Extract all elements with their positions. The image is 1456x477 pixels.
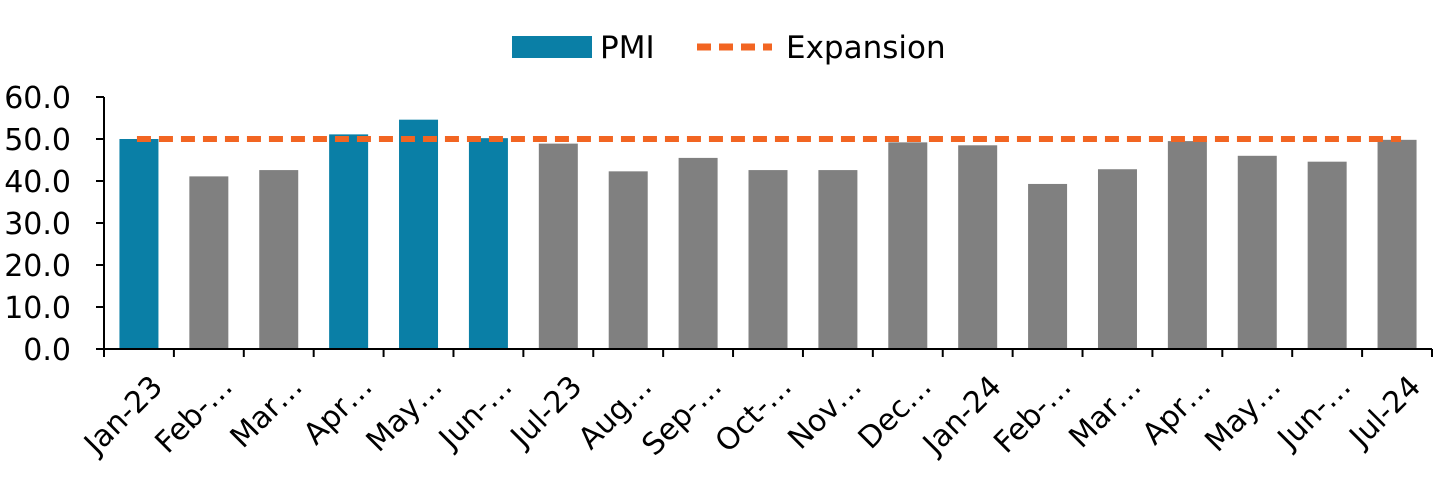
y-tick-label: 40.0 bbox=[4, 165, 71, 200]
legend-label-expansion: Expansion bbox=[786, 30, 946, 66]
y-axis: 0.0 10.0 20.0 30.0 40.0 50.0 60.0 bbox=[4, 81, 105, 368]
x-tick-label: Mar… bbox=[224, 369, 310, 455]
x-tick-label: May… bbox=[360, 369, 450, 459]
x-tick-label: Mar… bbox=[1062, 369, 1148, 455]
y-tick-label: 60.0 bbox=[4, 81, 71, 116]
bar-16 bbox=[1237, 155, 1277, 349]
bar-15 bbox=[1167, 141, 1207, 349]
bar-9 bbox=[748, 170, 788, 349]
x-tick-label: Oct-… bbox=[709, 369, 799, 459]
bar-2 bbox=[259, 170, 299, 349]
legend-swatch-pmi bbox=[512, 36, 592, 58]
bar-3 bbox=[329, 134, 369, 349]
x-tick-label: Jun-… bbox=[1270, 369, 1358, 457]
y-tick-label: 0.0 bbox=[23, 333, 71, 368]
x-tick-label: Jul-24 bbox=[1342, 369, 1428, 455]
bar-18 bbox=[1377, 139, 1417, 349]
bar-6 bbox=[538, 143, 578, 349]
x-tick-label: Jul-23 bbox=[503, 369, 589, 455]
x-tick-label: Jun-… bbox=[431, 369, 519, 457]
y-tick-label: 10.0 bbox=[4, 291, 71, 326]
bar-5 bbox=[468, 138, 508, 349]
x-tick-label: May… bbox=[1198, 369, 1288, 459]
bar-11 bbox=[888, 142, 928, 349]
legend-label-pmi: PMI bbox=[600, 30, 655, 66]
x-tick-label: Sep-… bbox=[635, 369, 729, 463]
x-tick-label: Feb-… bbox=[149, 369, 240, 460]
bar-4 bbox=[399, 119, 439, 350]
bars bbox=[119, 119, 1417, 350]
legend: PMI Expansion bbox=[512, 30, 946, 66]
bar-10 bbox=[818, 170, 858, 349]
bar-17 bbox=[1307, 161, 1347, 349]
x-tick-label: Feb-… bbox=[987, 369, 1078, 460]
x-tick-label: Jan-24 bbox=[915, 369, 1009, 463]
bar-12 bbox=[958, 145, 998, 349]
bar-13 bbox=[1028, 183, 1068, 349]
y-tick-label: 50.0 bbox=[4, 123, 71, 158]
bar-0 bbox=[119, 139, 159, 349]
bar-14 bbox=[1097, 169, 1137, 349]
bar-1 bbox=[189, 176, 229, 349]
x-tick-label: Nov… bbox=[781, 369, 868, 456]
y-tick-label: 30.0 bbox=[4, 207, 71, 242]
y-tick-label: 20.0 bbox=[4, 249, 71, 284]
x-axis: Jan-23Feb-…Mar…Apr…May…Jun-…Jul-23Aug…Se… bbox=[76, 348, 1433, 463]
bar-7 bbox=[608, 171, 648, 349]
bar-8 bbox=[678, 157, 718, 349]
x-tick-label: Jan-23 bbox=[76, 369, 170, 463]
